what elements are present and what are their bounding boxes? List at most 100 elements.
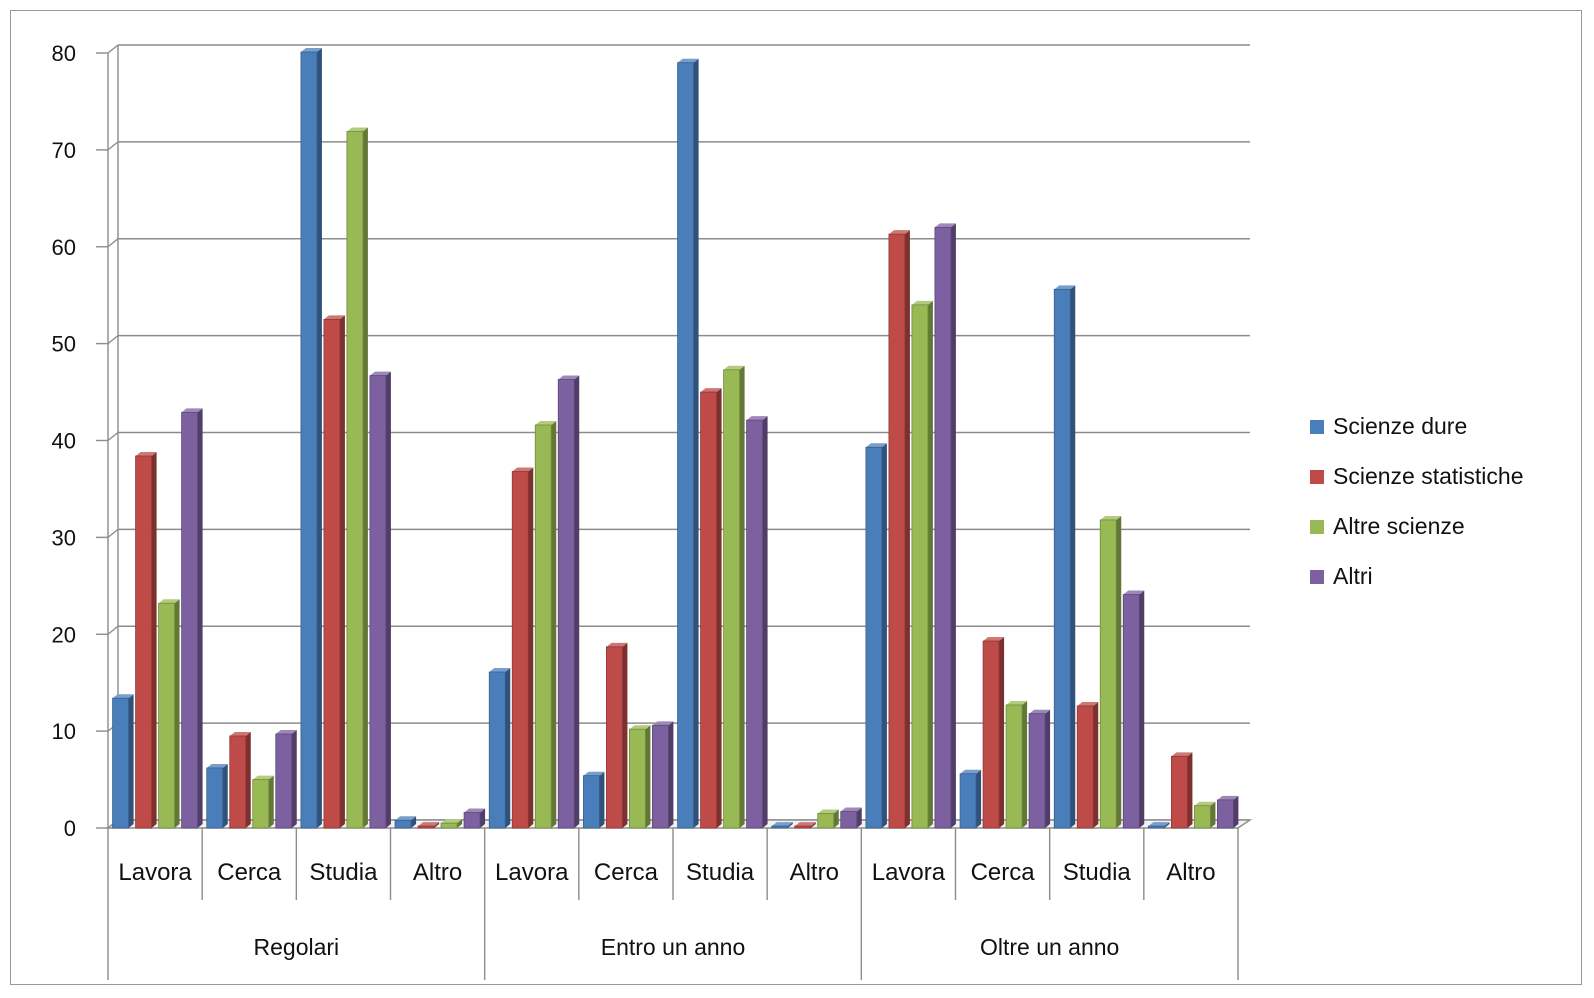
bar-side [693, 58, 699, 828]
bar-side [833, 809, 839, 828]
bar-side [1116, 515, 1122, 828]
bar-side [1164, 822, 1170, 828]
x-tick-label: Cerca [971, 859, 1036, 886]
bar-side [881, 443, 887, 828]
bar-top [535, 421, 557, 425]
bar-top [252, 775, 274, 780]
bar [417, 825, 435, 829]
bar-side [268, 775, 274, 828]
x-tick-label: Studia [1063, 859, 1132, 886]
bar-side [505, 668, 511, 828]
bar-side [457, 819, 463, 828]
bar-side [385, 371, 391, 828]
bar [746, 419, 763, 829]
x-tick-label: Altro [1166, 859, 1215, 886]
bar [817, 813, 835, 829]
bar-side [1187, 752, 1193, 828]
bar [557, 379, 575, 829]
legend-swatch [1310, 470, 1324, 484]
y-tick-label: 50 [52, 332, 76, 357]
bar-top [794, 822, 816, 827]
bar [911, 304, 929, 829]
gridline-side [107, 141, 119, 151]
bar [346, 131, 364, 829]
bar [323, 319, 341, 829]
bar [1171, 755, 1188, 829]
bar-top [1077, 701, 1099, 706]
bar [723, 369, 740, 829]
x-group-label: Entro un anno [601, 934, 746, 960]
bar [606, 646, 623, 829]
bar-side [622, 642, 628, 828]
bar-top [888, 230, 910, 235]
bar [440, 822, 458, 829]
gridline-side [107, 238, 119, 248]
x-axis: Lavora Cerca Studia Altro Lavora Cerca Studia A… [107, 828, 1239, 980]
bar-side [999, 637, 1005, 828]
x-tick-label: Studia [309, 859, 378, 886]
bar-top [512, 467, 534, 472]
bar [511, 471, 529, 829]
bar [488, 671, 506, 829]
legend-swatch [1310, 570, 1324, 584]
bar [112, 697, 129, 829]
x-tick-label: Altro [790, 859, 839, 886]
bar [463, 812, 481, 829]
bar-side [1070, 285, 1076, 828]
bar-side [1210, 801, 1216, 828]
bar-top [817, 809, 839, 814]
bar [1005, 704, 1023, 829]
gridline-side [107, 44, 119, 54]
bar-top [181, 408, 203, 413]
bar [1122, 594, 1140, 829]
bar-top [441, 819, 463, 824]
bar [1217, 799, 1234, 829]
bar-top [395, 816, 417, 821]
x-tick-label: Lavora [118, 859, 192, 886]
bar [229, 735, 247, 829]
bar [583, 775, 600, 829]
bar-side [574, 375, 580, 828]
bar-top [229, 731, 251, 736]
legend: Scienze dure Scienze statistiche Altre sci… [1310, 413, 1523, 589]
bar [865, 446, 883, 829]
bar-top [960, 769, 982, 774]
bar-side [480, 808, 486, 828]
bar-top [583, 771, 605, 776]
bar-top [323, 315, 345, 320]
bar-top [1054, 285, 1076, 290]
bar-top [158, 599, 180, 604]
bar-side [1022, 700, 1028, 828]
bar [1099, 519, 1117, 829]
bar [181, 412, 198, 829]
bar-side [339, 315, 345, 828]
bar-top [1100, 515, 1122, 520]
legend-label: Scienze statistiche [1333, 463, 1523, 489]
bar-top [464, 808, 486, 813]
bar-top [983, 637, 1005, 642]
bar-side [762, 416, 768, 828]
bar-side [599, 771, 605, 828]
y-tick-label: 30 [52, 525, 76, 550]
bar-top [1171, 752, 1193, 757]
bar-top [135, 452, 157, 456]
y-axis: 0 10 20 30 40 50 60 70 80 [52, 41, 108, 841]
bar-side [645, 725, 651, 828]
bar-side [197, 408, 203, 828]
x-group-label: Oltre un anno [980, 934, 1119, 960]
bar-top [1029, 709, 1051, 714]
x-tick-label: Altro [413, 859, 462, 886]
bar [677, 62, 694, 829]
bar [394, 819, 412, 829]
bar-top [275, 730, 297, 735]
x-tick-label: Cerca [217, 859, 282, 886]
bar-side [668, 721, 674, 828]
bar-side [151, 452, 157, 828]
bar [275, 733, 293, 829]
bar [629, 728, 646, 829]
legend-label: Altre scienze [1333, 513, 1465, 539]
y-tick-label: 60 [52, 235, 76, 260]
y-tick-label: 20 [52, 622, 76, 647]
bar [206, 767, 224, 829]
